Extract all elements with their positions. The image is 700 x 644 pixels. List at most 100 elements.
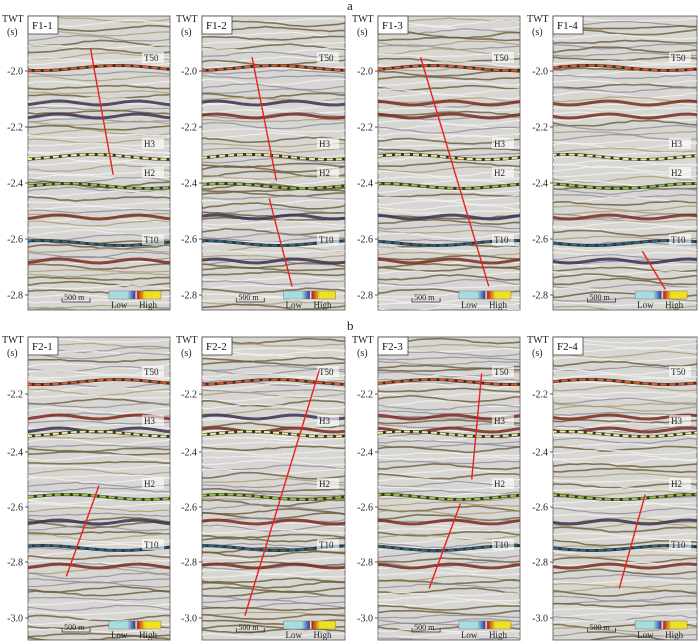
- seismic-panel-F1-4: T50 H3 H2 T10 F1-4 500 m Low High TWT (s) -2.0 -2.2…: [527, 14, 698, 311]
- reflection: [378, 618, 520, 625]
- reflection: [378, 387, 520, 393]
- horizon-label-H3: H3: [671, 139, 682, 149]
- reflection: [202, 441, 345, 447]
- axis-tick-label: -2.6: [532, 503, 548, 514]
- reflection: [202, 271, 345, 277]
- colorbar: [458, 290, 512, 300]
- reflection: [553, 124, 697, 131]
- reflection: [202, 455, 345, 460]
- horizon-label-H2: H2: [494, 168, 505, 178]
- panel-label: F2-2: [206, 341, 227, 353]
- reflection: [28, 84, 170, 91]
- reflection: [378, 456, 520, 461]
- reflection: [378, 107, 520, 112]
- reflection: [553, 273, 697, 281]
- horizon-T50: [202, 378, 345, 386]
- panel-label-box: [552, 15, 584, 35]
- reflection: [202, 111, 345, 120]
- horizon-label-bg: [142, 366, 164, 377]
- axis-title: TWT: [2, 14, 24, 25]
- horizon-H3: [553, 153, 697, 161]
- reflection: [553, 462, 697, 468]
- fault-line: [268, 198, 293, 287]
- scale-bar: [61, 298, 91, 303]
- reflection: [378, 266, 520, 272]
- reflection: [378, 609, 520, 616]
- horizon-label-H3: H3: [144, 416, 155, 426]
- reflection: [378, 460, 520, 465]
- horizon-label-T10: T10: [144, 540, 159, 550]
- horizon-label-bg: [669, 167, 691, 178]
- reflection: [28, 444, 170, 448]
- reflection: [202, 220, 345, 226]
- horizon-label-T50: T50: [671, 367, 686, 377]
- reflection: [202, 382, 345, 390]
- reflection: [202, 74, 345, 80]
- reflection: [28, 525, 170, 532]
- reflection: [202, 276, 345, 282]
- panel-label-box: [377, 15, 409, 35]
- colorbar-high-label: High: [139, 630, 158, 640]
- horizon-H3: [28, 430, 170, 438]
- reflection: [553, 602, 697, 608]
- reflections: [553, 17, 697, 310]
- axis-tick-label: -2.6: [7, 503, 23, 514]
- reflection: [378, 614, 520, 619]
- axis-tick-label: -2.4: [181, 448, 197, 459]
- reflection: [28, 394, 170, 399]
- reflection: [553, 467, 697, 474]
- horizon-label-bg: [492, 366, 514, 377]
- reflection: [28, 438, 170, 446]
- reflection: [202, 280, 345, 286]
- reflection: [553, 585, 697, 594]
- reflection: [378, 530, 520, 537]
- reflection: [28, 299, 170, 304]
- reflection: [378, 278, 520, 287]
- horizon-label-T50: T50: [144, 53, 159, 63]
- reflection: [28, 468, 170, 476]
- reflection: [28, 614, 170, 622]
- scale-bar-label: 500 m: [238, 293, 259, 302]
- reflection: [28, 307, 170, 310]
- reflection: [378, 134, 520, 142]
- horizon-label-bg: [317, 52, 339, 63]
- reflection: [28, 460, 170, 465]
- reflection: [553, 472, 697, 478]
- reflection: [553, 448, 697, 456]
- reflection: [378, 533, 520, 541]
- reflection: [553, 225, 697, 231]
- reflection: [553, 130, 697, 136]
- reflection: [202, 254, 345, 260]
- colorbar-low-label: Low: [637, 300, 654, 310]
- reflection: [28, 34, 170, 42]
- panel-label: F2-4: [557, 341, 578, 353]
- reflection: [553, 277, 697, 286]
- reflection: [378, 110, 520, 117]
- reflection: [553, 526, 697, 533]
- scale-bar: [235, 298, 265, 303]
- strong-reflection: [378, 562, 520, 570]
- reflection: [378, 254, 520, 261]
- axis-tick-label: -2.0: [357, 67, 373, 78]
- reflection: [28, 533, 170, 542]
- scale-bar-label: 500 m: [590, 293, 611, 302]
- panel-label: F1-4: [557, 20, 578, 32]
- axis-unit: (s): [357, 348, 368, 359]
- panel-label-box: [201, 15, 233, 35]
- fault-line: [641, 250, 666, 290]
- axis-tick-label: -2.0: [532, 67, 548, 78]
- horizon-T50: [28, 378, 170, 386]
- scale-bar: [411, 628, 441, 633]
- reflection: [553, 147, 697, 153]
- reflection: [553, 635, 676, 640]
- horizon-label-H2: H2: [494, 479, 505, 489]
- reflection: [378, 557, 520, 563]
- axis-unit: (s): [181, 27, 192, 38]
- strong-reflection: [28, 112, 170, 120]
- reflection: [28, 174, 170, 181]
- reflection: [202, 69, 345, 75]
- reflection: [378, 595, 520, 602]
- reflection: [553, 384, 697, 392]
- reflection: [553, 83, 697, 90]
